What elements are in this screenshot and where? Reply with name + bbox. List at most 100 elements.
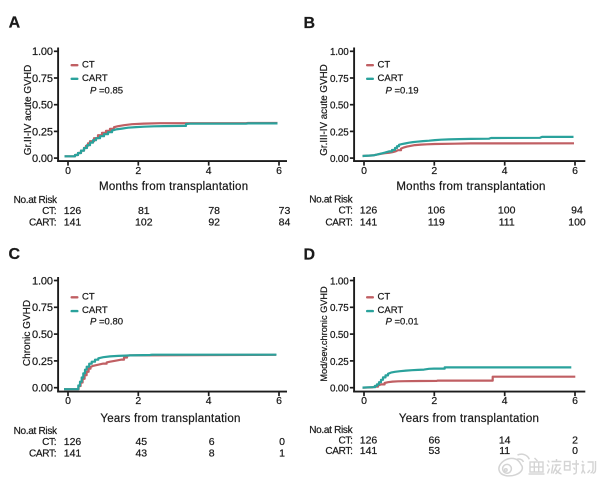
- svg-text:0.00: 0.00: [330, 154, 349, 165]
- svg-text:8: 8: [209, 448, 215, 460]
- svg-text:CART: CART: [82, 73, 108, 84]
- svg-text:CT: CT: [82, 291, 95, 302]
- svg-text:P =0.19: P =0.19: [386, 86, 419, 97]
- svg-text:D: D: [304, 247, 316, 264]
- svg-text:141: 141: [64, 448, 82, 460]
- svg-text:141: 141: [64, 217, 82, 229]
- svg-text:4: 4: [502, 395, 508, 407]
- svg-text:119: 119: [428, 217, 445, 229]
- svg-text:0.25: 0.25: [330, 357, 349, 368]
- svg-text:81: 81: [138, 205, 150, 217]
- svg-text:11: 11: [499, 445, 510, 457]
- svg-text:92: 92: [208, 217, 220, 229]
- svg-text:CT:: CT:: [338, 206, 352, 217]
- svg-text:14: 14: [499, 434, 511, 446]
- svg-text:Chronic GVHD: Chronic GVHD: [22, 300, 33, 366]
- svg-text:6: 6: [276, 395, 282, 407]
- svg-text:2: 2: [431, 395, 437, 407]
- svg-text:No.at Risk: No.at Risk: [309, 195, 353, 206]
- svg-text:CT: CT: [378, 291, 391, 302]
- svg-text:126: 126: [64, 205, 82, 217]
- svg-text:0.25: 0.25: [32, 126, 53, 138]
- svg-text:Months from transplantation: Months from transplantation: [396, 181, 545, 193]
- svg-text:100: 100: [568, 217, 586, 229]
- svg-text:CART:: CART:: [29, 218, 56, 229]
- svg-text:1.00: 1.00: [330, 47, 349, 58]
- svg-text:0: 0: [572, 445, 578, 457]
- svg-text:53: 53: [428, 445, 440, 457]
- svg-text:CT:: CT:: [42, 437, 56, 448]
- svg-text:Years from transplantation: Years from transplantation: [100, 413, 240, 425]
- svg-text:6: 6: [276, 165, 282, 177]
- svg-text:Gr.II-IV acute GVHD: Gr.II-IV acute GVHD: [23, 65, 34, 156]
- svg-text:CART:: CART:: [29, 449, 56, 460]
- svg-text:0: 0: [65, 165, 71, 177]
- svg-text:1.00: 1.00: [32, 275, 53, 287]
- svg-text:0.75: 0.75: [32, 73, 53, 85]
- svg-text:0.75: 0.75: [330, 74, 349, 85]
- svg-text:P =0.80: P =0.80: [90, 317, 123, 328]
- svg-text:0.50: 0.50: [330, 330, 349, 341]
- svg-text:No.at Risk: No.at Risk: [14, 426, 58, 437]
- svg-text:CART: CART: [82, 305, 108, 316]
- svg-text:0.00: 0.00: [32, 153, 53, 165]
- svg-text:CT:: CT:: [42, 206, 56, 217]
- svg-text:43: 43: [135, 448, 147, 460]
- svg-text:Gr.III-IV acute GVHD: Gr.III-IV acute GVHD: [319, 64, 330, 155]
- svg-text:CART:: CART:: [325, 218, 352, 229]
- svg-text:111: 111: [499, 217, 515, 229]
- svg-text:Mod/sev.chronic GVHD: Mod/sev.chronic GVHD: [319, 286, 329, 382]
- svg-text:78: 78: [208, 205, 220, 217]
- svg-text:CT: CT: [82, 59, 95, 70]
- svg-text:2: 2: [135, 395, 141, 407]
- svg-text:1: 1: [279, 448, 285, 460]
- svg-text:CART:: CART:: [325, 446, 352, 457]
- svg-text:94: 94: [571, 205, 583, 217]
- svg-text:141: 141: [360, 217, 378, 229]
- svg-text:100: 100: [498, 205, 516, 217]
- svg-text:126: 126: [360, 434, 378, 446]
- svg-text:P =0.01: P =0.01: [386, 317, 419, 328]
- svg-text:0: 0: [65, 395, 71, 407]
- svg-text:No.at Risk: No.at Risk: [309, 425, 353, 436]
- svg-text:CT: CT: [378, 59, 391, 70]
- svg-text:0.50: 0.50: [32, 329, 53, 341]
- svg-text:73: 73: [279, 205, 291, 217]
- svg-text:0.50: 0.50: [330, 101, 349, 112]
- svg-text:Months from transplantation: Months from transplantation: [99, 181, 248, 193]
- svg-text:CART: CART: [378, 73, 404, 84]
- svg-text:84: 84: [279, 217, 291, 229]
- svg-text:4: 4: [502, 165, 508, 177]
- svg-text:1.00: 1.00: [32, 46, 53, 58]
- svg-text:0.00: 0.00: [32, 383, 53, 395]
- svg-text:126: 126: [64, 436, 82, 448]
- svg-text:2: 2: [135, 165, 141, 177]
- svg-text:4: 4: [206, 395, 212, 407]
- svg-text:141: 141: [360, 445, 378, 457]
- svg-text:6: 6: [572, 165, 578, 177]
- svg-text:45: 45: [135, 436, 147, 448]
- svg-text:0: 0: [361, 395, 367, 407]
- svg-text:1.00: 1.00: [330, 276, 349, 287]
- svg-text:0.00: 0.00: [330, 384, 349, 395]
- svg-text:0.25: 0.25: [330, 127, 349, 138]
- svg-text:Years from transplantation: Years from transplantation: [399, 413, 539, 425]
- svg-text:4: 4: [206, 165, 212, 177]
- svg-text:102: 102: [135, 217, 153, 229]
- svg-text:B: B: [304, 15, 316, 32]
- svg-text:106: 106: [428, 205, 446, 217]
- svg-text:0: 0: [279, 436, 285, 448]
- svg-text:2: 2: [572, 434, 578, 446]
- svg-text:0: 0: [361, 165, 367, 177]
- svg-text:0.25: 0.25: [32, 356, 53, 368]
- svg-text:A: A: [9, 15, 21, 32]
- svg-text:6: 6: [572, 395, 578, 407]
- svg-text:CT:: CT:: [338, 435, 352, 446]
- svg-text:66: 66: [428, 434, 440, 446]
- svg-text:2: 2: [431, 165, 437, 177]
- svg-text:CART: CART: [378, 305, 404, 316]
- svg-text:6: 6: [209, 436, 215, 448]
- svg-text:0.50: 0.50: [32, 100, 53, 112]
- svg-text:0.75: 0.75: [330, 303, 349, 314]
- svg-text:0.75: 0.75: [32, 302, 53, 314]
